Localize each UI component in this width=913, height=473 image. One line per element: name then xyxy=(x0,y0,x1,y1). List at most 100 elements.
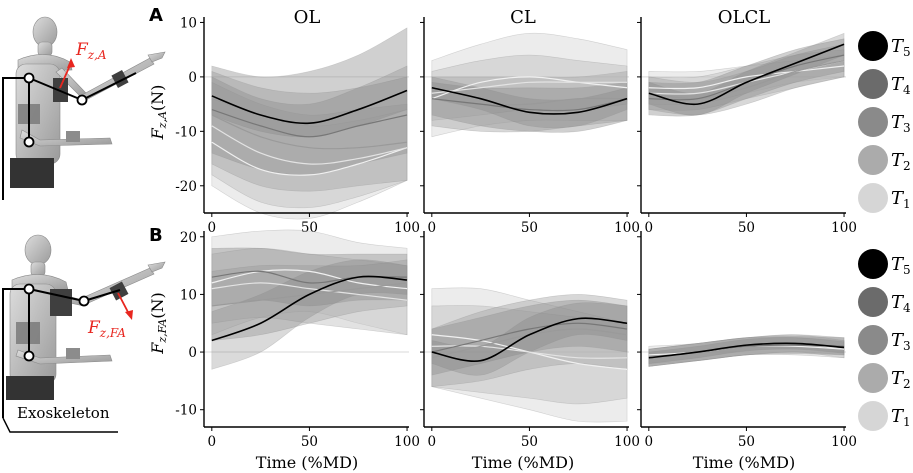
legend-swatch-t3 xyxy=(858,325,888,355)
y-tick-label: 0 xyxy=(188,345,197,361)
mean-line-t1 xyxy=(211,269,408,290)
band-t4 xyxy=(211,27,408,176)
shorts-a xyxy=(10,158,54,188)
y-tick-label: -10 xyxy=(175,403,197,419)
exo-joint-shoulder-a xyxy=(23,72,35,84)
exoskeleton-frame-b xyxy=(2,288,121,433)
band-t3 xyxy=(431,71,628,133)
mean-line-t2 xyxy=(211,125,408,165)
illustration-arm-exoskeleton-b: Fz,FA Exoskeleton xyxy=(2,234,166,433)
mean-line-t5 xyxy=(431,86,628,115)
legend-label-t3: T3 xyxy=(891,112,911,135)
legend-swatch-t5 xyxy=(858,249,888,279)
column-title-olcl: OLCL xyxy=(718,7,770,28)
mean-line-t4 xyxy=(431,98,628,112)
mean-line-t3 xyxy=(648,59,845,100)
band-t5 xyxy=(431,302,628,376)
x-tick-label: 100 xyxy=(394,434,420,450)
legend-label-t4: T4 xyxy=(891,74,911,97)
mean-line-t4 xyxy=(431,322,628,353)
legend-swatch-t1 xyxy=(858,401,888,431)
mean-line-t5 xyxy=(211,275,408,342)
x-tick-label: 100 xyxy=(831,434,857,450)
illustration-arm-exoskeleton-a: Fz,A xyxy=(2,16,166,200)
legend-label-t5: T5 xyxy=(891,36,911,59)
mean-line-t4 xyxy=(211,108,408,138)
mean-line-t1 xyxy=(211,141,408,176)
legend-swatch-t2 xyxy=(858,363,888,393)
human-figure-b xyxy=(9,234,166,385)
x-tick-label: 50 xyxy=(738,220,755,236)
exo-joint-elbow-b xyxy=(78,295,90,307)
x-tick-label: 50 xyxy=(301,434,318,450)
band-t5 xyxy=(648,337,845,364)
legend-label-t2: T2 xyxy=(891,368,911,391)
x-tick-label: 0 xyxy=(645,434,654,450)
band-t1 xyxy=(431,32,628,138)
band-t5 xyxy=(211,65,408,138)
upper-arm-cuff-b xyxy=(50,289,72,316)
band-t5 xyxy=(211,259,408,370)
mean-line-t1 xyxy=(431,76,628,100)
band-t2 xyxy=(431,305,628,405)
y-tick-label: -10 xyxy=(175,124,197,140)
force-label-b: Fz,FA xyxy=(87,318,126,340)
mean-line-t2 xyxy=(211,282,408,301)
x-tick-label: 100 xyxy=(614,434,640,450)
plot-b-olcl: 0 50 100 xyxy=(637,231,857,450)
legend-swatch-t3 xyxy=(858,107,888,137)
legend-label-t2: T2 xyxy=(891,150,911,173)
plot-a-cl: 0 50 100 xyxy=(420,17,640,236)
y-tick-label: 10 xyxy=(180,287,197,303)
plot-b-cl: 0 50 100 xyxy=(420,231,640,450)
exoskeleton-frame-a xyxy=(2,72,137,200)
legend-label-t1: T1 xyxy=(891,406,911,429)
band-t2 xyxy=(648,49,845,111)
legend-swatch-t4 xyxy=(858,287,888,317)
y-tick-label: 20 xyxy=(180,230,197,246)
band-t2 xyxy=(211,81,408,209)
legend-swatch-t4 xyxy=(858,69,888,99)
band-t4 xyxy=(431,81,628,133)
x-tick-label: 100 xyxy=(831,220,857,236)
x-tick-label: 50 xyxy=(301,220,318,236)
legend-row-a: T5 T4 T3 T2 T1 xyxy=(858,31,911,213)
mean-line-t5 xyxy=(211,89,408,125)
y-tick-label: -20 xyxy=(175,179,197,195)
shorts-b xyxy=(6,376,54,400)
plot-a-olcl: 0 50 100 xyxy=(637,17,857,236)
exo-joint-lower-b xyxy=(23,350,35,362)
column-title-ol: OL xyxy=(294,7,321,28)
mean-line-t2 xyxy=(431,345,628,359)
x-tick-label: 0 xyxy=(428,434,437,450)
x-tick-label: 50 xyxy=(738,434,755,450)
xlabel-olcl: Time (%MD) xyxy=(693,453,795,472)
x-tick-label: 100 xyxy=(394,220,420,236)
exo-joint-lower-a xyxy=(23,136,35,148)
band-t3 xyxy=(211,71,408,192)
plot-a-ol: 100-10-200 50 100 xyxy=(175,15,420,236)
panel-letter-a: A xyxy=(149,5,163,26)
band-t3 xyxy=(648,43,845,116)
band-t5 xyxy=(431,76,628,129)
panel-letter-b: B xyxy=(149,225,163,246)
xlabel-ol: Time (%MD) xyxy=(256,453,358,472)
ylabel-row-a: Fz,A(N) xyxy=(148,85,169,141)
x-tick-label: 100 xyxy=(614,220,640,236)
mean-line-t2 xyxy=(431,81,628,94)
x-tick-label: 0 xyxy=(428,220,437,236)
legend-row-b: T5 T4 T3 T2 T1 xyxy=(858,249,911,431)
legend-label-t3: T3 xyxy=(891,330,911,353)
legend-label-t4: T4 xyxy=(891,292,911,315)
legend-swatch-t2 xyxy=(858,145,888,175)
x-tick-label: 0 xyxy=(645,220,654,236)
legend-label-t1: T1 xyxy=(891,188,911,211)
band-t3 xyxy=(211,259,408,341)
band-t1 xyxy=(431,287,628,423)
mean-line-t5 xyxy=(648,342,845,359)
wrist-cuff-b xyxy=(66,348,80,359)
mean-line-t5 xyxy=(648,43,845,106)
mean-line-t1 xyxy=(648,65,845,90)
